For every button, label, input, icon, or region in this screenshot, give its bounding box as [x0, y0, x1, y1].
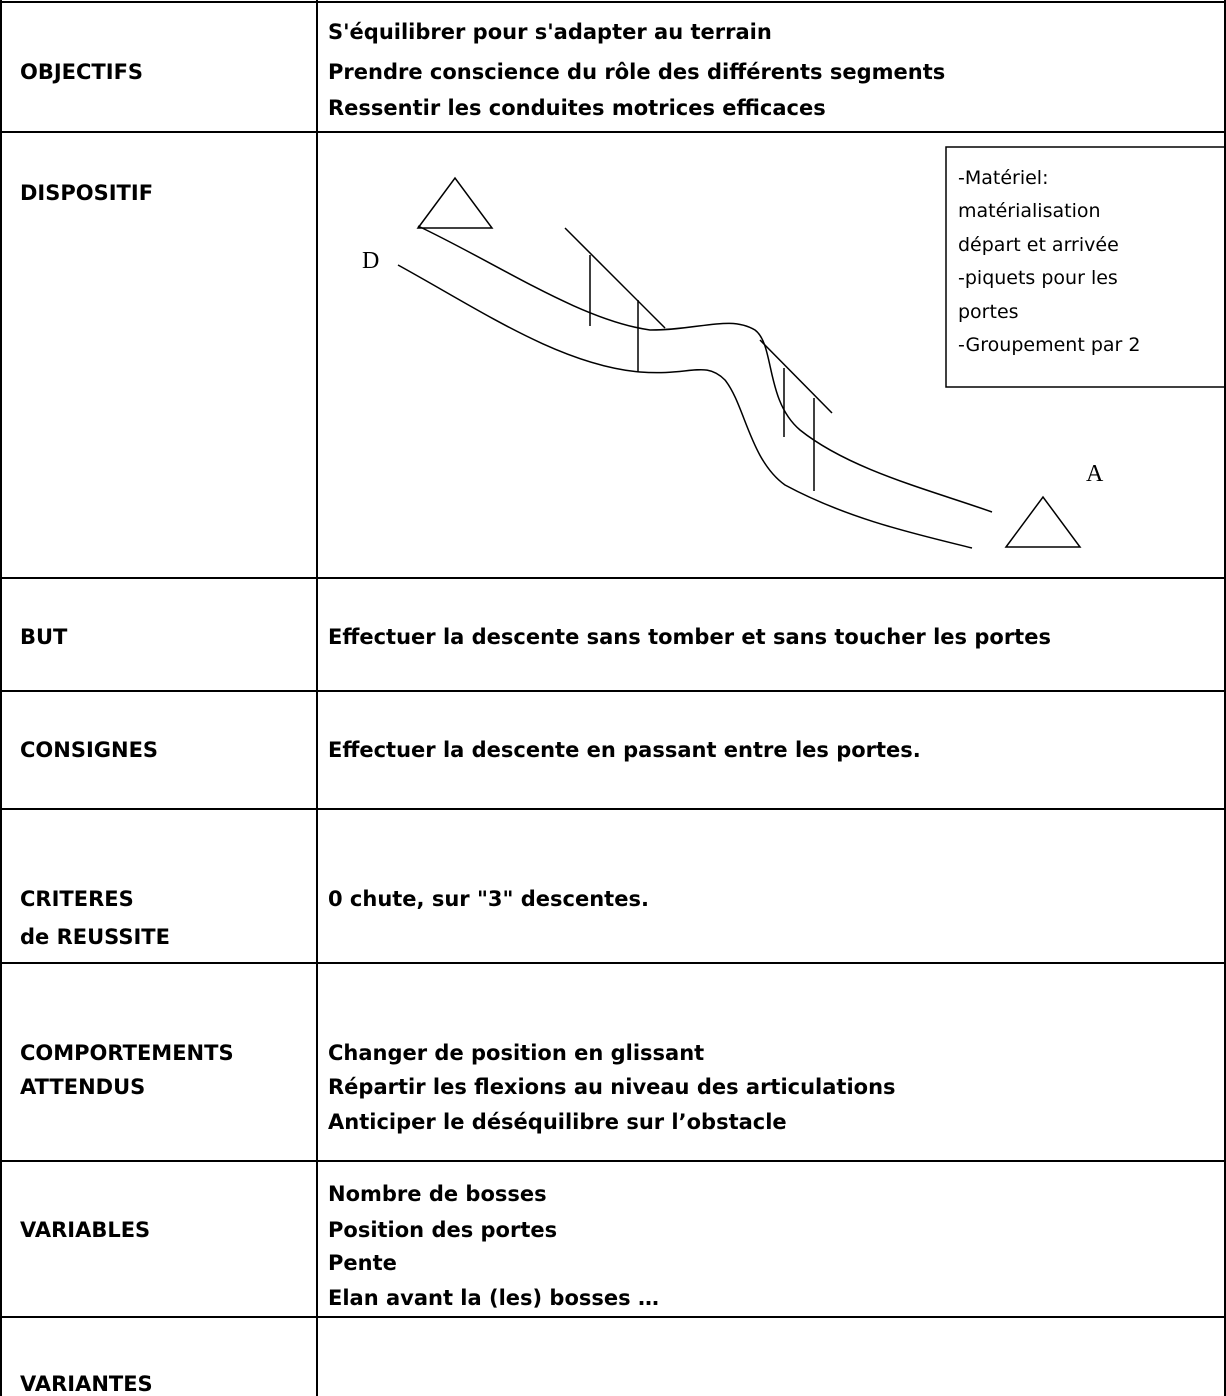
row-text: Effectuer la descente en passant entre l…: [328, 738, 921, 762]
border: [0, 1, 1226, 3]
row-text: Répartir les flexions au niveau des arti…: [328, 1075, 896, 1099]
legend-line: -Matériel:: [958, 167, 1049, 189]
border: [0, 0, 2, 1396]
row-text: 0 chute, sur "3" descentes.: [328, 887, 649, 911]
row-border: [0, 808, 1226, 810]
row-text: Anticiper le déséquilibre sur l’obstacle: [328, 1110, 787, 1134]
row-text: Position des portes: [328, 1218, 558, 1242]
border: [316, 0, 318, 1396]
row-text: Ressentir les conduites motrices efficac…: [328, 96, 826, 120]
row-border: [0, 131, 1226, 133]
row-label: ATTENDUS: [20, 1075, 146, 1099]
row-border: [0, 577, 1226, 579]
row-label: de REUSSITE: [20, 925, 170, 949]
row-text: Prendre conscience du rôle des différent…: [328, 60, 946, 84]
finish-label: A: [1086, 461, 1104, 487]
row-label: CONSIGNES: [20, 738, 159, 762]
row-label: DISPOSITIF: [20, 181, 154, 205]
row-label: OBJECTIFS: [20, 60, 144, 84]
row-border: [0, 690, 1226, 692]
legend-line: -Groupement par 2: [958, 334, 1141, 356]
row-text: Effectuer la descente sans tomber et san…: [328, 625, 1051, 649]
row-label: VARIABLES: [20, 1218, 151, 1242]
border: [1224, 0, 1226, 1396]
start-label: D: [362, 248, 379, 274]
row-label: VARIANTES: [20, 1372, 153, 1396]
row-text: S'équilibrer pour s'adapter au terrain: [328, 20, 772, 44]
legend-line: -piquets pour les: [958, 267, 1118, 290]
row-label: CRITERES: [20, 887, 134, 911]
row-text: Nombre de bosses: [328, 1182, 547, 1206]
legend-line: portes: [958, 300, 1019, 323]
legend-line: départ et arrivée: [958, 233, 1119, 256]
row-border: [0, 1316, 1226, 1318]
row-text: Pente: [328, 1251, 397, 1275]
row-border: [0, 1160, 1226, 1162]
row-border: [0, 962, 1226, 964]
row-label: COMPORTEMENTS: [20, 1041, 234, 1065]
legend-line: matérialisation: [958, 200, 1101, 223]
row-text: Changer de position en glissant: [328, 1041, 705, 1065]
row-text: Elan avant la (les) bosses …: [328, 1286, 659, 1310]
row-label: BUT: [20, 625, 68, 649]
